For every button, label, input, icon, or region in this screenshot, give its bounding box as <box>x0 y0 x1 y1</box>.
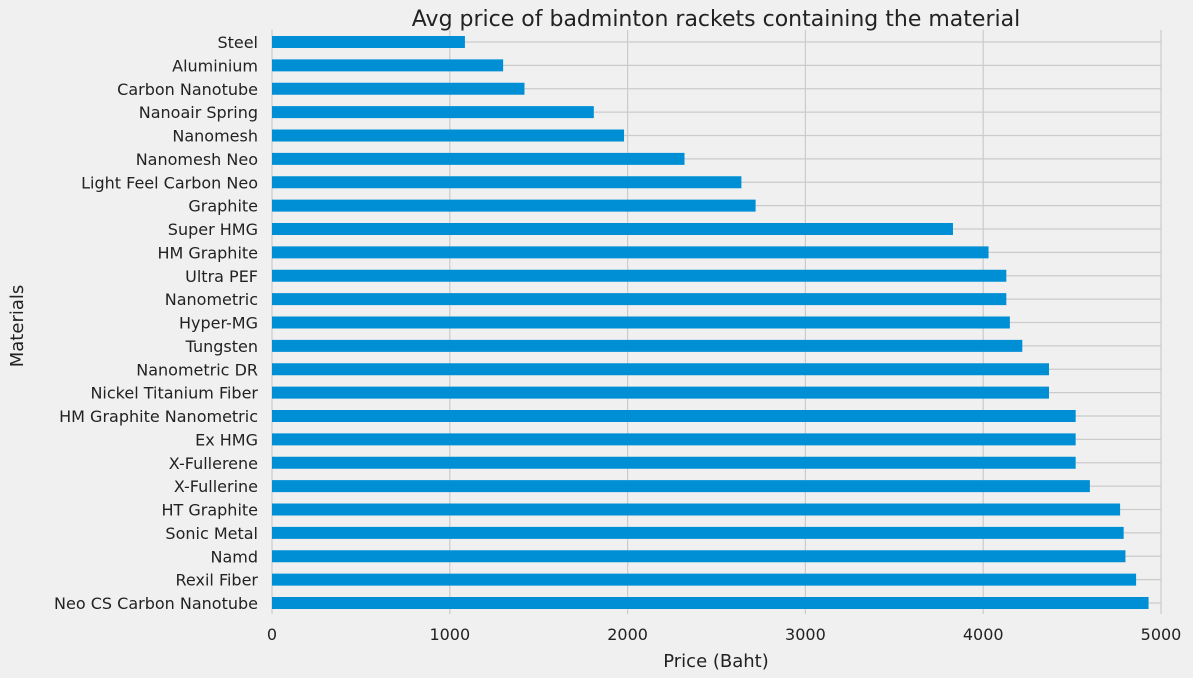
y-tick-label: Aluminium <box>172 56 258 75</box>
y-tick-label: Ex HMG <box>195 430 258 449</box>
bar <box>272 269 1007 282</box>
y-tick-label: Rexil Fiber <box>176 571 259 590</box>
y-tick-label: Nanomesh <box>172 127 258 146</box>
bar <box>272 573 1137 586</box>
y-tick-label: Nanometric <box>165 290 258 309</box>
bar <box>272 176 742 189</box>
x-tick-label: 1000 <box>429 625 470 644</box>
y-tick-label: HM Graphite Nanometric <box>59 407 258 426</box>
bars <box>272 36 1149 609</box>
x-axis-label: Price (Baht) <box>663 651 769 672</box>
bar <box>272 36 465 48</box>
y-tick-labels: Steel Aluminium Carbon Nanotube Nanoair Spr… <box>54 33 258 613</box>
bar <box>272 59 504 72</box>
bar <box>272 550 1126 563</box>
bar <box>272 456 1076 469</box>
y-tick-label: Neo CS Carbon Nanotube <box>54 594 258 613</box>
y-tick-label: Ultra PEF <box>185 267 258 286</box>
bar <box>272 82 525 95</box>
bar <box>272 316 1010 329</box>
x-tick-label: 0 <box>267 625 277 644</box>
bar <box>272 106 594 119</box>
bar <box>272 293 1007 306</box>
y-tick-label: Nanomesh Neo <box>136 150 258 169</box>
y-tick-label: Tungsten <box>185 337 258 356</box>
y-tick-label: X-Fullerene <box>169 454 258 473</box>
bar <box>272 199 756 212</box>
bar <box>272 503 1121 516</box>
y-axis-label: Materials <box>7 285 28 368</box>
y-tick-label: HT Graphite <box>161 501 258 520</box>
bar <box>272 363 1049 376</box>
chart-title: Avg price of badminton rackets containin… <box>412 7 1020 32</box>
y-tick-label: Graphite <box>188 197 258 216</box>
y-tick-label: Hyper-MG <box>179 314 258 333</box>
bar <box>272 597 1149 609</box>
bar <box>272 223 953 235</box>
y-tick-label: Nanoair Spring <box>139 103 258 122</box>
y-tick-label: Light Feel Carbon Neo <box>81 173 258 192</box>
y-tick-label: Nickel Titanium Fiber <box>90 384 258 403</box>
y-tick-label: Super HMG <box>168 220 258 239</box>
bar <box>272 339 1023 352</box>
bar <box>272 526 1124 539</box>
bar <box>272 129 625 142</box>
bar <box>272 386 1049 399</box>
x-tick-label: 3000 <box>785 625 826 644</box>
y-tick-label: Namd <box>210 547 258 566</box>
y-tick-label: X-Fullerine <box>174 477 258 496</box>
bar <box>272 152 685 165</box>
y-tick-label: Steel <box>217 33 258 52</box>
y-tick-label: Nanometric DR <box>136 360 258 379</box>
bar <box>272 433 1076 446</box>
y-tick-label: Sonic Metal <box>165 524 258 543</box>
bar <box>272 480 1090 493</box>
y-tick-label: HM Graphite <box>157 243 258 262</box>
bar <box>272 410 1076 422</box>
x-tick-label: 5000 <box>1141 625 1182 644</box>
bar <box>272 246 989 259</box>
x-tick-label: 2000 <box>607 625 648 644</box>
y-tick-label: Carbon Nanotube <box>117 80 258 99</box>
x-tick-labels: 0 1000 2000 3000 4000 5000 <box>267 625 1181 644</box>
x-tick-label: 4000 <box>963 625 1004 644</box>
